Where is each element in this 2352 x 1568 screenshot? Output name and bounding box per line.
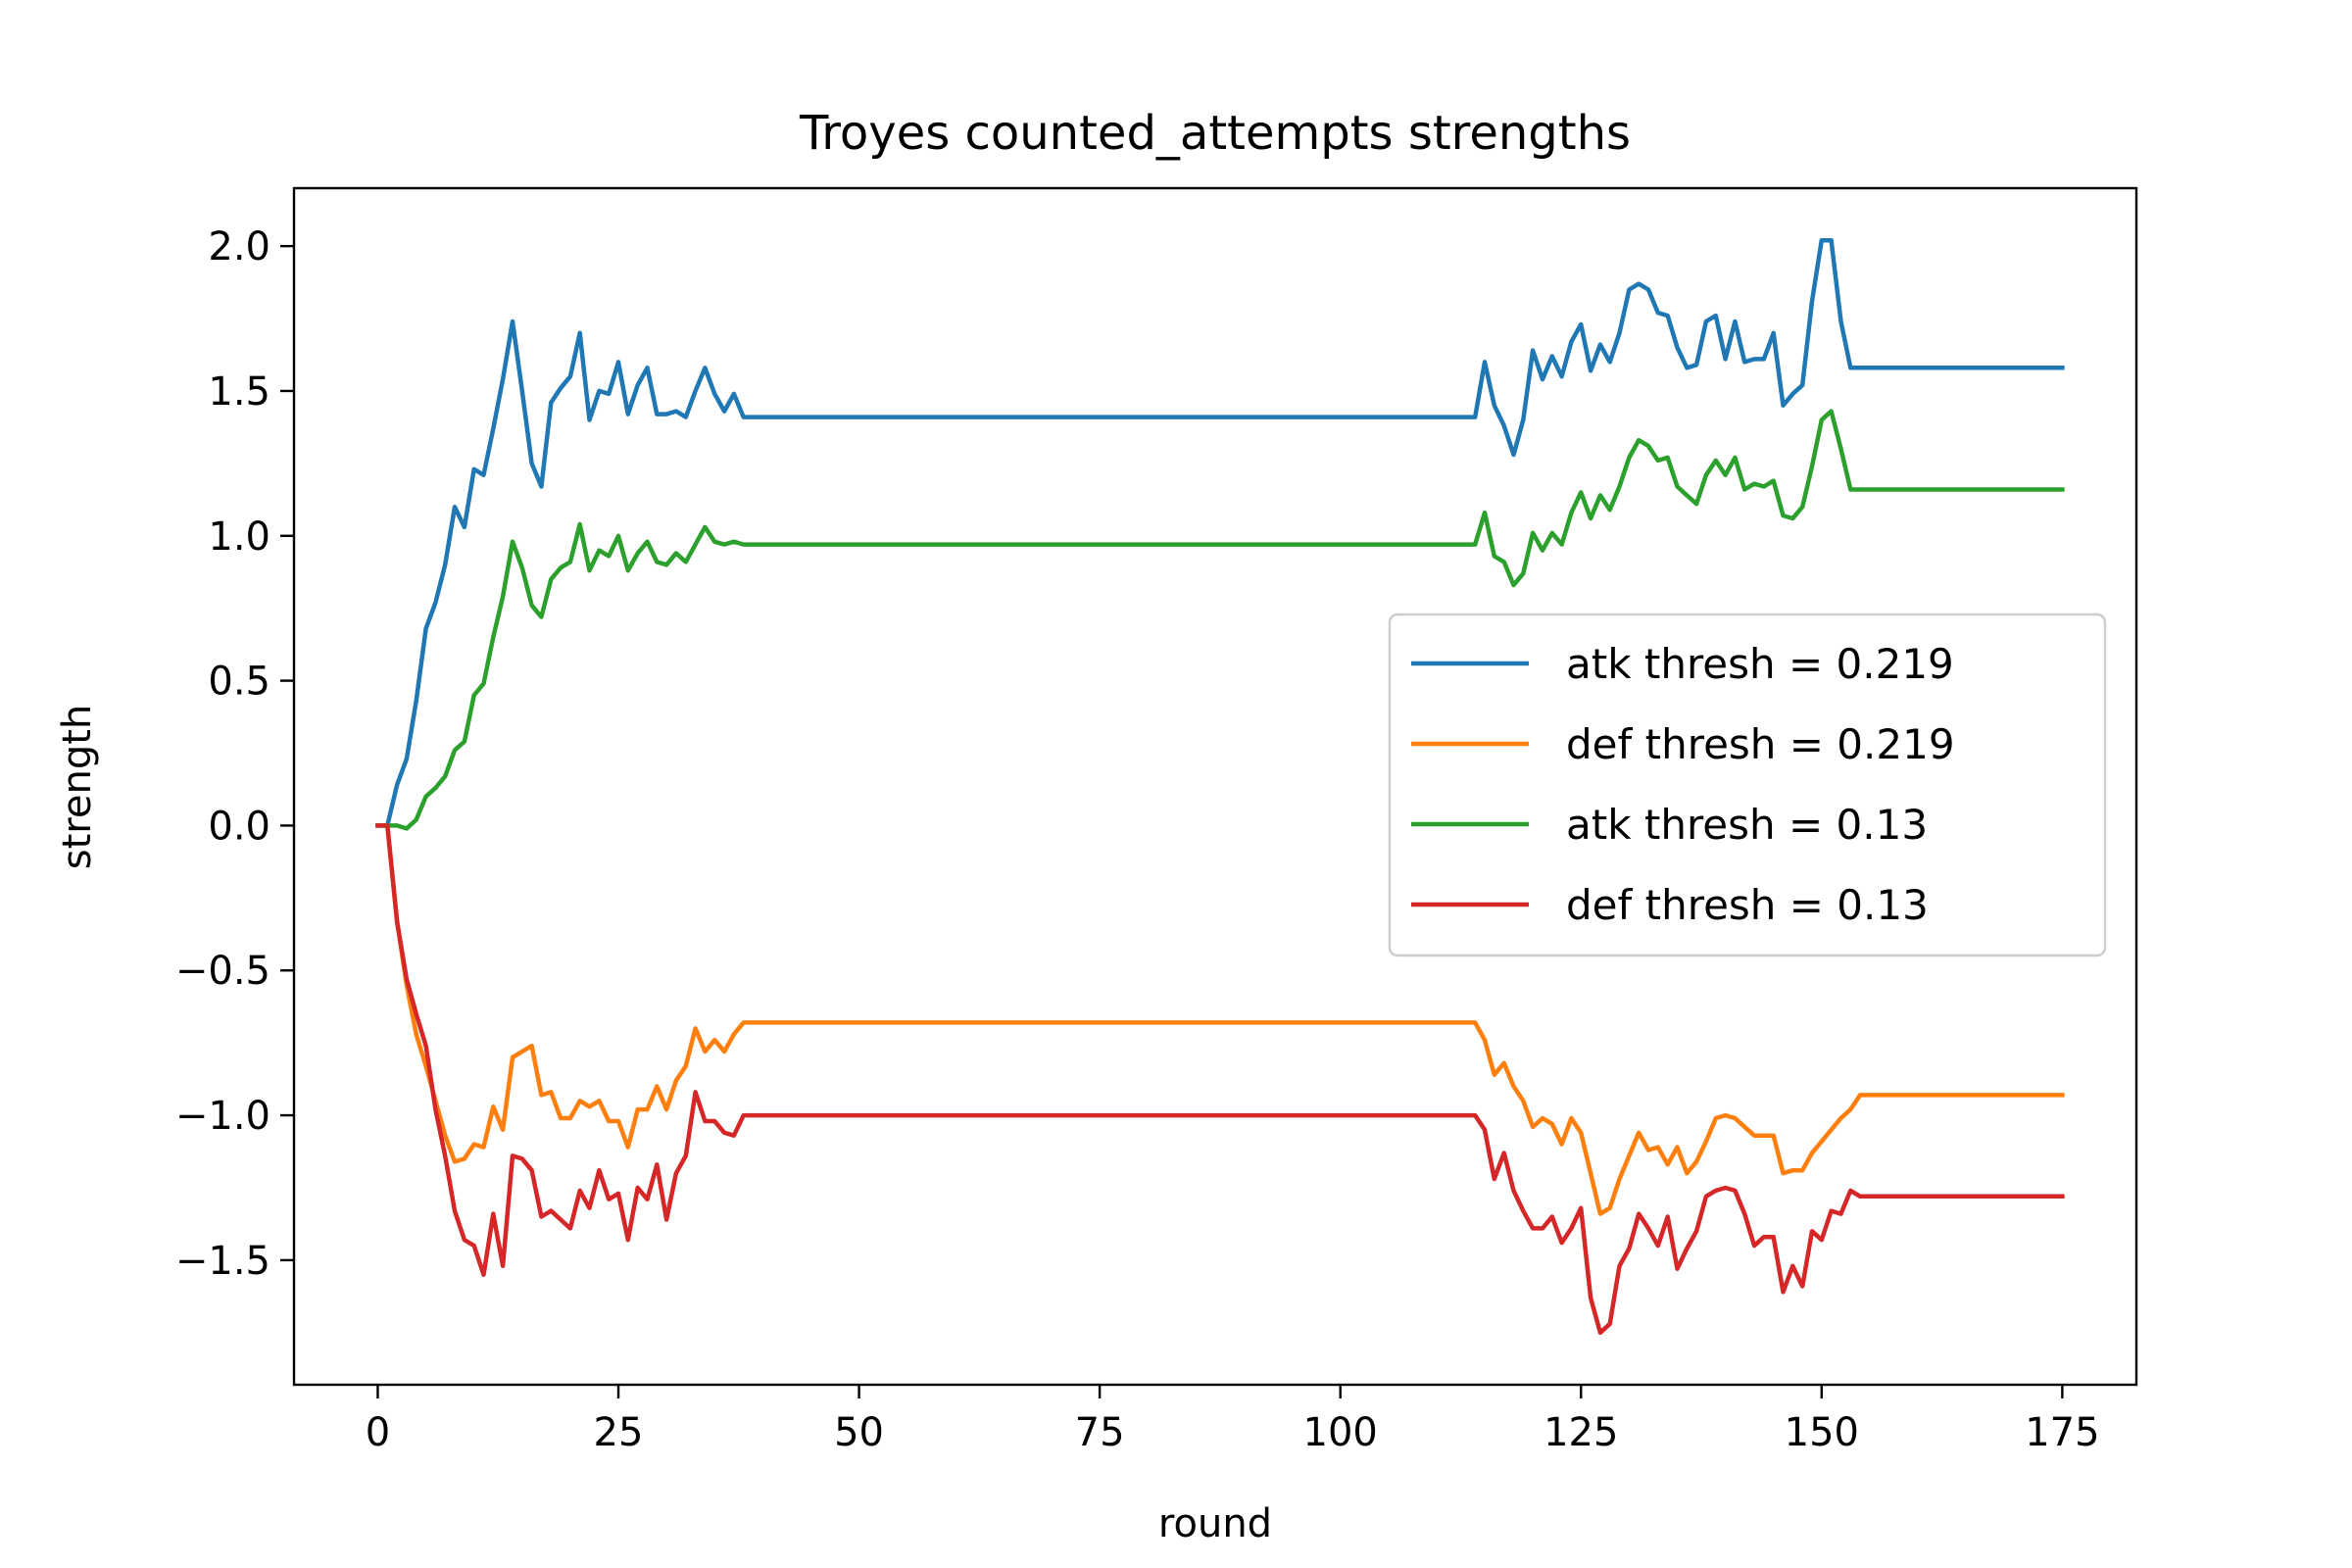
legend-box [1388, 612, 2107, 957]
legend-label-1: atk thresh = 0.219 [1566, 640, 1954, 688]
y-tick-label: −1.0 [175, 1094, 270, 1139]
legend: atk thresh = 0.219 def thresh = 0.219 atk … [1388, 612, 2107, 957]
legend-label-2: def thresh = 0.219 [1566, 720, 1955, 768]
x-axis-ticks: 0 25 50 75 100 125 150 175 [366, 1385, 2100, 1455]
axes-frame [292, 186, 2138, 1387]
y-tick-label: 1.5 [208, 369, 270, 415]
y-tick-label: −0.5 [175, 949, 270, 994]
x-tick-label: 150 [1785, 1410, 1859, 1455]
x-tick-label: 175 [2025, 1410, 2099, 1455]
y-axis-label: strength [55, 705, 100, 869]
y-tick-label: 1.0 [208, 514, 270, 560]
x-tick-label: 75 [1075, 1410, 1125, 1455]
y-tick-label: −1.5 [175, 1239, 270, 1284]
legend-label-3: atk thresh = 0.13 [1566, 801, 1928, 849]
y-tick-label: 0.5 [208, 660, 270, 705]
y-tick-label: 0.0 [208, 804, 270, 849]
series-line-4 [375, 823, 2065, 1336]
legend-label-4: def thresh = 0.13 [1566, 881, 1929, 929]
x-tick-label: 100 [1303, 1410, 1378, 1455]
chart-title: Troyes counted_attempts strengths [799, 106, 1631, 161]
x-tick-label: 25 [594, 1410, 644, 1455]
plot-area [375, 237, 2065, 1336]
x-axis-label: round [1158, 1501, 1272, 1546]
x-tick-label: 0 [366, 1410, 390, 1455]
y-tick-label: 2.0 [208, 224, 270, 270]
series-line-1 [375, 237, 2065, 828]
y-axis-ticks: −1.5 −1.0 −0.5 0.0 0.5 1.0 1.5 2.0 [175, 224, 294, 1284]
axes [292, 186, 2138, 1387]
series-line-2 [375, 823, 2065, 1216]
series-line-3 [375, 409, 2065, 831]
x-tick-label: 50 [834, 1410, 884, 1455]
x-tick-label: 125 [1544, 1410, 1618, 1455]
